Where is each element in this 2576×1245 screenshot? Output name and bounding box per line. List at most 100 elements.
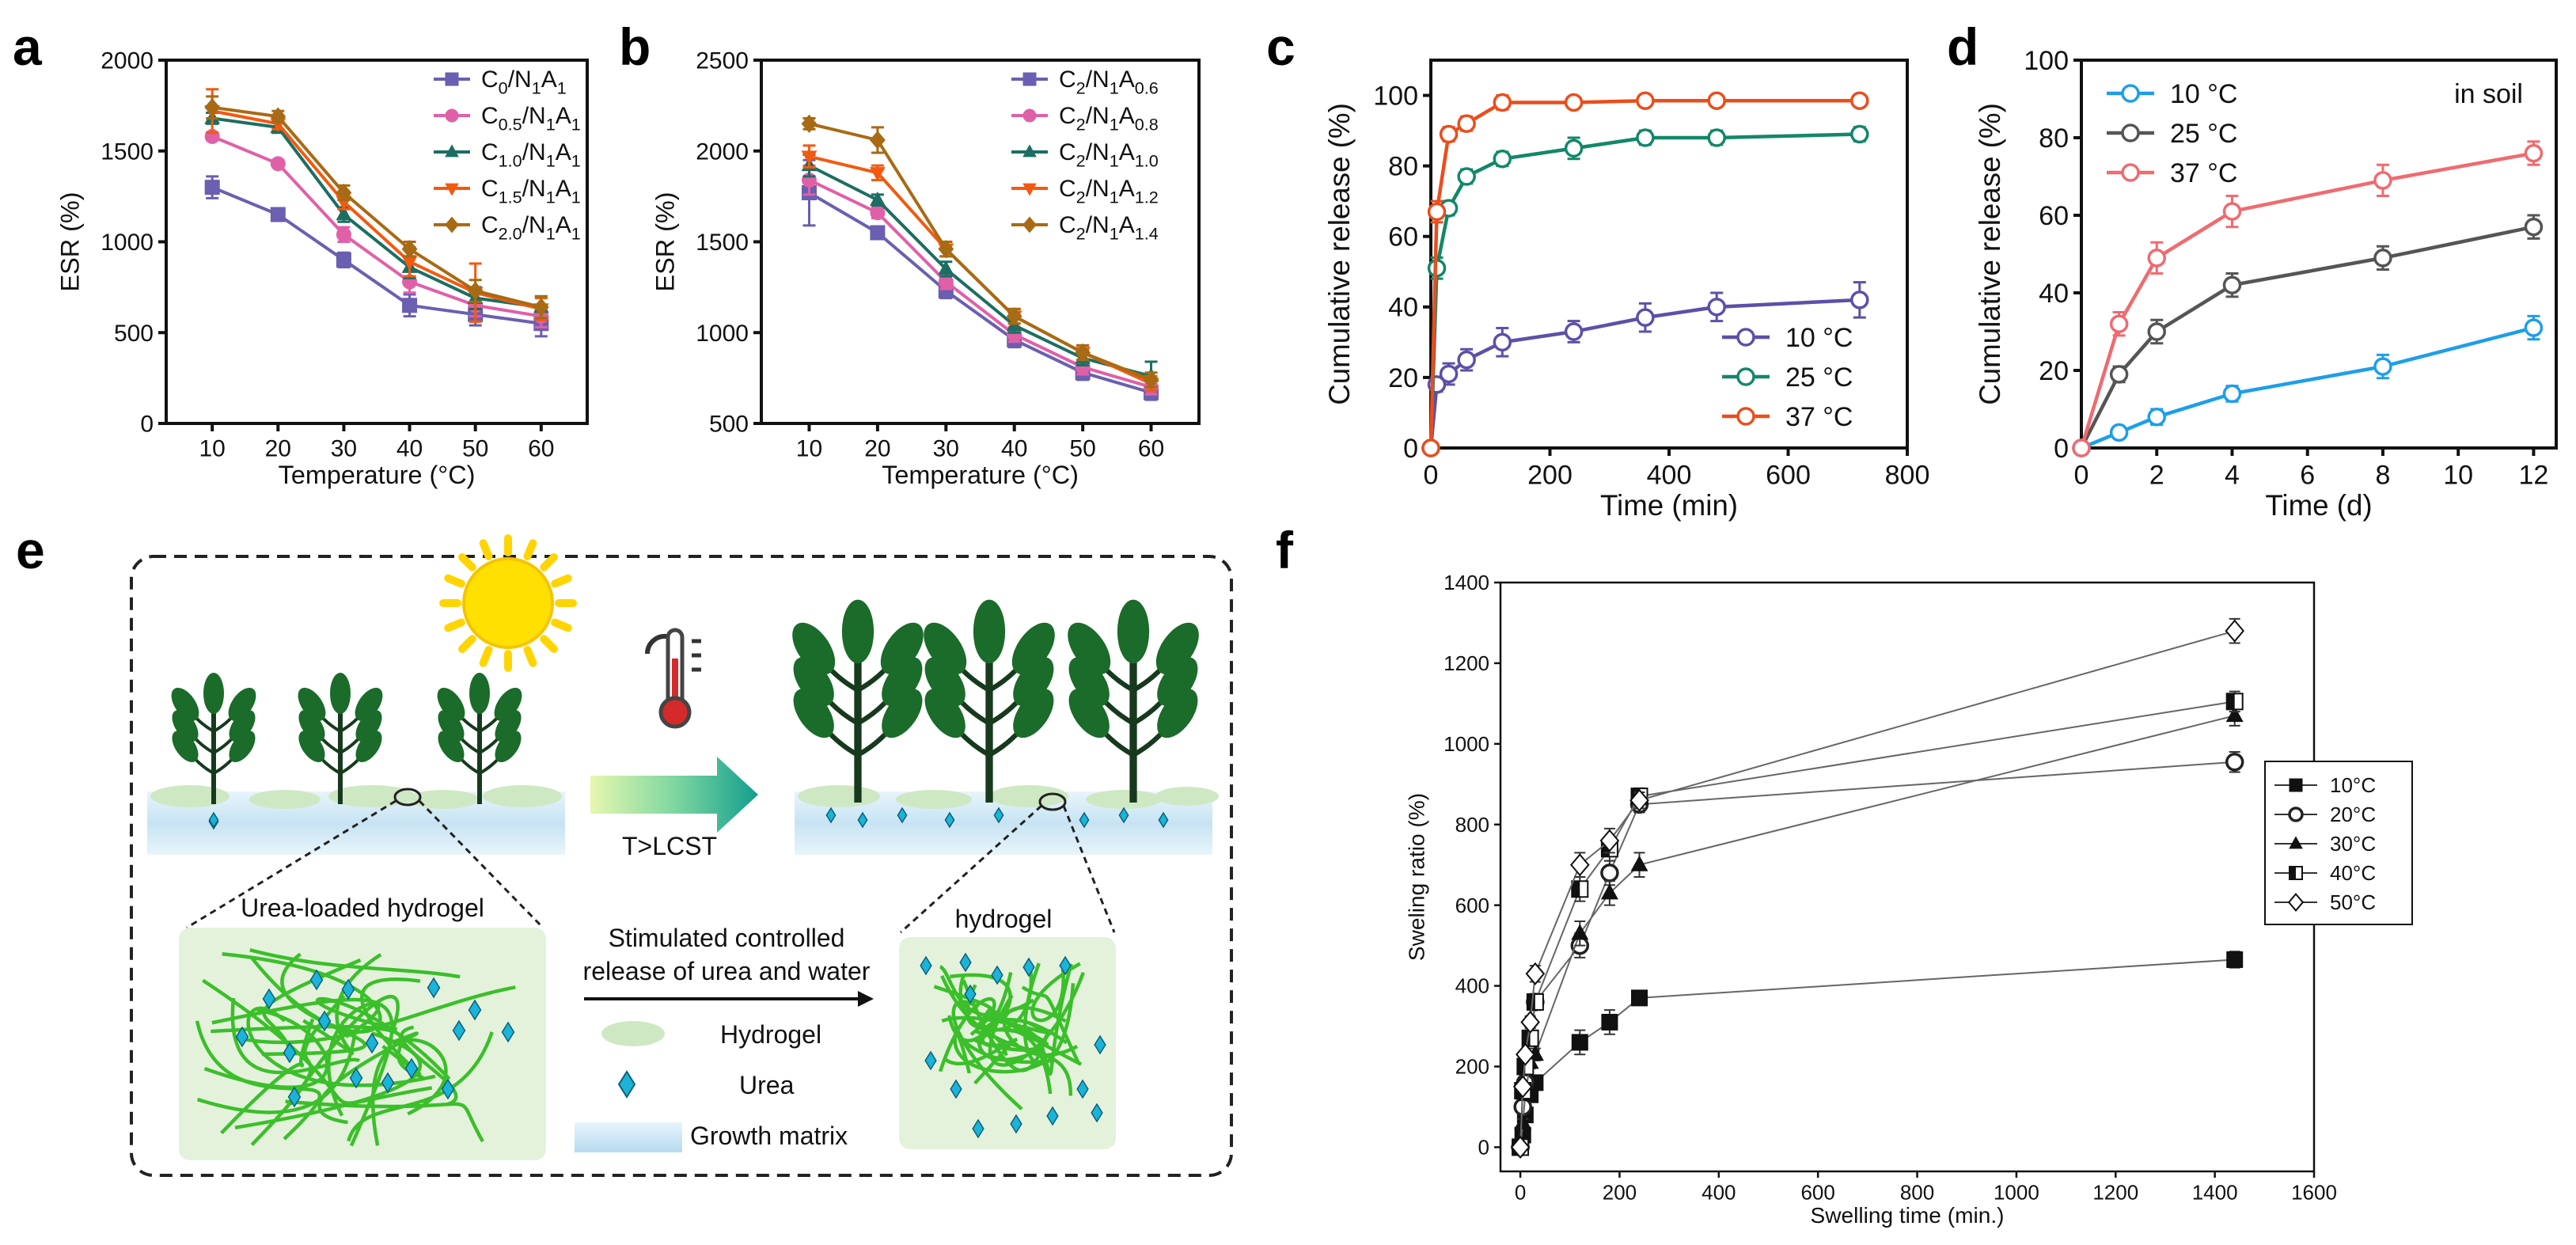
x-tick-label: 10 [199, 436, 226, 462]
series-line [1428, 98, 1860, 449]
series-line [1519, 715, 2235, 1148]
y-tick-label: 1000 [696, 321, 749, 347]
legend-marker [2121, 163, 2140, 182]
legend-label: 37 °C [1785, 402, 1853, 432]
legend: 10°C 20°C 30°C 40°C 50°C [2264, 761, 2413, 925]
legend-label: 40°C [2330, 861, 2376, 885]
plant-icon [171, 673, 256, 804]
legend-urea-icon [617, 1070, 636, 1099]
data-point [1525, 962, 1546, 985]
urea-icon [468, 999, 482, 1021]
x-axis-label: Time (d) [2265, 489, 2372, 522]
urea-icon [924, 1050, 937, 1071]
urea-icon [452, 1019, 466, 1042]
legend-marker [2121, 84, 2140, 103]
series-2 [2072, 214, 2544, 457]
legend-marker [445, 144, 459, 158]
urea-icon [404, 1057, 419, 1080]
sun-icon [439, 534, 577, 672]
series-5 [1510, 617, 2245, 1159]
urea-icon [964, 984, 977, 1004]
legend-marker [445, 108, 459, 123]
urea-icon [1076, 1079, 1089, 1099]
grown-plants [792, 599, 1199, 803]
series-line [211, 185, 542, 325]
y-axis-label: Cumulative release (%) [1323, 103, 1356, 405]
data-point [2109, 365, 2129, 384]
release-text-line1: Stimulated controlled [609, 924, 845, 952]
series-line [1519, 761, 2235, 1148]
y-tick-label: 1000 [101, 230, 154, 256]
legend-marker [2289, 778, 2303, 792]
data-point [1601, 1013, 1618, 1031]
urea-icon [441, 1078, 455, 1100]
data-point [336, 252, 351, 268]
data-point [2524, 217, 2544, 237]
urea-icon [1094, 1034, 1106, 1055]
series-line [808, 164, 1152, 378]
legend-label: 10 °C [1785, 323, 1853, 353]
y-tick-label: 40 [1388, 293, 1418, 323]
series-line [809, 122, 1152, 381]
y-tick-label: 0 [140, 412, 154, 438]
hydrogel-network-right [920, 952, 1106, 1139]
legend-urea-label: Urea [739, 1071, 795, 1099]
x-tick-label: 20 [265, 436, 291, 462]
legend-label: C0/N1A1 [481, 66, 567, 97]
legend-matrix-swatch [575, 1122, 682, 1152]
data-point [2524, 143, 2544, 163]
y-tick-label: 100 [2024, 46, 2069, 76]
data-point [1629, 788, 1649, 812]
urea-icon [950, 1079, 962, 1099]
data-point [1421, 438, 1440, 457]
urea-icon [365, 1032, 379, 1054]
legend-label: 25 °C [1785, 362, 1853, 393]
urea-icon [1079, 811, 1090, 829]
y-tick-label: 20 [2039, 356, 2069, 386]
series-line [808, 191, 1152, 394]
y-tick-label: 500 [114, 321, 154, 347]
legend-marker [2121, 123, 2140, 142]
legend-label: 50°C [2330, 890, 2376, 914]
data-point [1850, 91, 1869, 110]
arrow-label: T>LCST [622, 832, 717, 860]
legend-marker [1022, 216, 1037, 233]
urea-hydrogel-box [179, 928, 546, 1160]
x-tick-label: 2 [2149, 461, 2164, 491]
data-point [1493, 93, 1512, 112]
data-point [1439, 364, 1459, 384]
data-point [1493, 332, 1512, 352]
data-point [869, 167, 886, 182]
hydrogel-blobs-left [150, 785, 562, 809]
data-point [2222, 384, 2242, 404]
y-tick-label: 600 [1455, 894, 1489, 917]
y-tick-label: 80 [2039, 123, 2069, 154]
legend-marker [2289, 836, 2303, 849]
y-tick-label: 2000 [696, 139, 749, 165]
hydrogel-title: hydrogel [955, 905, 1053, 933]
x-tick-label: 0 [1424, 461, 1439, 491]
data-point [1512, 1075, 1533, 1099]
data-point [1630, 855, 1648, 871]
data-point [2147, 249, 2166, 268]
data-point [1850, 290, 1869, 309]
legend-marker [1022, 108, 1037, 123]
urea-icon [857, 811, 868, 829]
legend-label: 20°C [2330, 803, 2376, 826]
panel-label-c: c [1266, 17, 1296, 76]
legend: 10 °C 25 °C 37 °C [1722, 323, 1853, 432]
data-point [801, 114, 818, 134]
y-axis-label: ESR (%) [55, 192, 84, 292]
legend-marker [1022, 72, 1037, 86]
data-point [270, 107, 286, 126]
x-tick-label: 30 [331, 436, 357, 462]
data-point [1636, 128, 1655, 147]
thermometer-icon [644, 628, 701, 729]
data-point [2147, 408, 2166, 427]
urea-icon [1022, 957, 1035, 977]
data-point [1564, 322, 1584, 341]
x-tick-label: 1600 [2291, 1180, 2337, 1204]
series-line [211, 109, 542, 311]
y-tick-label: 80 [1388, 152, 1418, 182]
chart-a: 10 20 30 40 50 60 0 500 1000 1500 2000 Temperature … [55, 48, 589, 489]
